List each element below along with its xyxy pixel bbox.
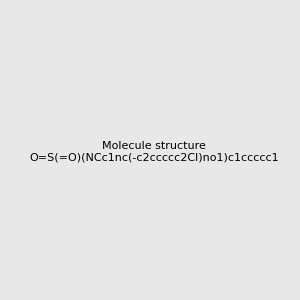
Text: Molecule structure
O=S(=O)(NCc1nc(-c2ccccc2Cl)no1)c1ccccc1: Molecule structure O=S(=O)(NCc1nc(-c2ccc… xyxy=(29,141,279,162)
